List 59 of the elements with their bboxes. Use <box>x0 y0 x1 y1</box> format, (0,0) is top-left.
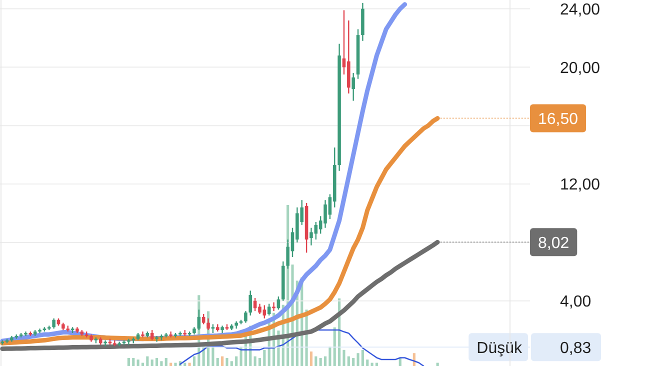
bar <box>361 350 364 366</box>
y-tick-label: 0,83 <box>560 340 592 357</box>
bar <box>370 362 374 366</box>
bar <box>258 358 262 366</box>
y-tick-label: 24,00 <box>560 1 600 18</box>
candlestick <box>352 72 355 102</box>
bar <box>352 358 355 366</box>
bar <box>127 358 130 366</box>
bar <box>226 358 228 366</box>
y-tick-label: 12,00 <box>560 176 600 194</box>
bar <box>150 360 154 366</box>
candlestick <box>202 313 206 325</box>
bar <box>347 356 350 366</box>
candlestick <box>272 302 276 312</box>
candlestick <box>206 318 210 331</box>
y-tick-label: 20,00 <box>560 60 600 77</box>
bar <box>221 356 224 366</box>
bar <box>164 358 168 366</box>
candlestick <box>155 335 158 342</box>
bar <box>356 353 360 366</box>
bar <box>310 352 313 366</box>
data-label: 16,50 <box>538 110 578 128</box>
bar <box>184 362 186 366</box>
bar <box>324 356 327 366</box>
bar <box>136 360 140 366</box>
bar <box>342 350 346 366</box>
bar <box>375 362 378 366</box>
bar <box>319 358 322 366</box>
candlestick <box>169 330 172 338</box>
bar <box>254 356 256 366</box>
data-label: 8,02 <box>538 234 570 252</box>
bar <box>230 361 233 366</box>
bar <box>174 362 177 366</box>
candlestick <box>267 303 271 316</box>
bar <box>328 346 332 366</box>
bar <box>170 362 172 366</box>
bar <box>141 362 144 366</box>
bar <box>263 350 266 366</box>
candlestick <box>141 330 144 338</box>
bar <box>366 360 369 366</box>
candlestick <box>248 290 252 316</box>
bar <box>155 358 158 366</box>
candlestick <box>197 309 201 331</box>
candlestick <box>150 329 154 341</box>
bar <box>188 362 191 366</box>
candlestick <box>52 318 56 330</box>
bar <box>235 356 238 366</box>
bar <box>216 358 219 366</box>
bar <box>146 356 149 366</box>
bar <box>436 362 439 366</box>
bar <box>333 327 336 366</box>
bar <box>212 346 214 366</box>
y-tick-label: 4,00 <box>560 293 592 310</box>
bar <box>160 361 163 366</box>
bar <box>192 356 196 366</box>
bar <box>314 356 318 366</box>
bar <box>132 358 135 366</box>
ref-line-label: Düşük <box>476 340 523 357</box>
candlestick <box>244 310 248 324</box>
